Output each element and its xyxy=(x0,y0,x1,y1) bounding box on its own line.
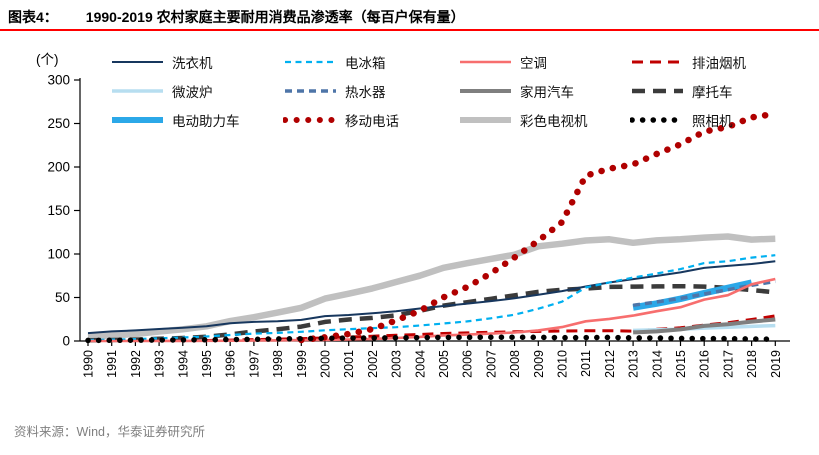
legend-marker xyxy=(112,88,163,93)
legend-item-4: 微波炉 xyxy=(110,81,283,101)
legend-label: 摩托车 xyxy=(692,84,733,100)
legend-label: 电动助力车 xyxy=(172,113,240,129)
svg-text:50: 50 xyxy=(55,290,70,305)
legend-item-8: 电动助力车 xyxy=(110,110,283,130)
legend-marker xyxy=(460,88,511,93)
y-axis-labels: 0 50 100 150 200 250 300 (个) xyxy=(36,52,70,349)
svg-text:2007: 2007 xyxy=(484,350,498,378)
title-underline xyxy=(0,29,819,31)
figure-label: 图表4： xyxy=(8,9,58,25)
svg-text:1998: 1998 xyxy=(271,350,285,378)
svg-text:2006: 2006 xyxy=(461,350,475,378)
legend-label: 彩色电视机 xyxy=(520,113,588,129)
svg-text:2005: 2005 xyxy=(437,350,451,378)
legend-item-0: 洗衣机 xyxy=(110,52,283,72)
svg-text:1990: 1990 xyxy=(82,350,96,378)
svg-text:100: 100 xyxy=(47,247,70,262)
legend-marker xyxy=(460,116,511,123)
legend-item-3: 排油烟机 xyxy=(630,52,810,72)
svg-text:1996: 1996 xyxy=(224,350,238,378)
legend-item-11: 照相机 xyxy=(630,110,810,130)
svg-text:2017: 2017 xyxy=(721,350,735,378)
legend-marker xyxy=(285,88,336,93)
svg-text:1991: 1991 xyxy=(105,350,119,378)
series-line-10 xyxy=(87,233,776,341)
legend-marker xyxy=(283,116,338,123)
series-line-1 xyxy=(87,254,776,342)
svg-text:2014: 2014 xyxy=(650,350,664,378)
svg-text:2018: 2018 xyxy=(745,350,759,378)
legend-item-6: 家用汽车 xyxy=(458,81,630,101)
legend-marker xyxy=(632,60,683,63)
legend-label: 家用汽车 xyxy=(520,84,574,100)
svg-text:2010: 2010 xyxy=(556,350,570,378)
source-note: 资料来源：Wind，华泰证券研究所 xyxy=(14,425,205,439)
svg-text:1997: 1997 xyxy=(247,350,261,378)
x-axis-labels: 1990 1991 1992 1993 1994 1995 1996 1997 1998 1999… xyxy=(82,350,783,378)
svg-text:1995: 1995 xyxy=(200,350,214,378)
series-line-0 xyxy=(87,260,776,335)
series-line-9 xyxy=(298,110,779,344)
legend-item-7: 摩托车 xyxy=(630,81,810,101)
legend-marker xyxy=(112,116,163,123)
series-line-6 xyxy=(633,317,776,335)
svg-text:2003: 2003 xyxy=(390,350,404,378)
svg-text:1992: 1992 xyxy=(129,350,143,378)
legend-marker xyxy=(630,116,685,123)
legend-label: 洗衣机 xyxy=(172,55,213,71)
svg-text:2012: 2012 xyxy=(603,350,617,378)
legend-item-9: 移动电话 xyxy=(283,110,458,130)
y-axis-unit-label: (个) xyxy=(36,52,59,67)
legend-label: 热水器 xyxy=(345,84,386,100)
chart-legend: 洗衣机 电冰箱 空调 排油烟机微波炉 热水器 家用汽车 摩托车电动助力车 移动电话 彩色电视机 照… xyxy=(110,47,810,134)
series-line-11 xyxy=(85,334,779,344)
svg-text:2002: 2002 xyxy=(366,350,380,378)
svg-text:2008: 2008 xyxy=(508,350,522,378)
legend-label: 移动电话 xyxy=(345,113,399,129)
legend-marker xyxy=(460,60,511,63)
svg-text:150: 150 xyxy=(47,203,70,218)
legend-marker xyxy=(285,60,336,63)
figure-title-row: 图表4： 1990-2019 农村家庭主要耐用消费品渗透率（每百户保有量） xyxy=(8,7,465,27)
page-title: 1990-2019 农村家庭主要耐用消费品渗透率（每百户保有量） xyxy=(85,9,465,25)
svg-text:2013: 2013 xyxy=(627,350,641,378)
legend-label: 排油烟机 xyxy=(692,55,746,71)
svg-text:2015: 2015 xyxy=(674,350,688,378)
svg-text:250: 250 xyxy=(47,116,70,131)
legend-item-1: 电冰箱 xyxy=(283,52,458,72)
svg-text:2000: 2000 xyxy=(319,350,333,378)
svg-text:2004: 2004 xyxy=(413,350,427,378)
svg-text:2019: 2019 xyxy=(769,350,783,378)
legend-marker xyxy=(632,88,683,93)
legend-label: 电冰箱 xyxy=(345,55,386,71)
legend-item-10: 彩色电视机 xyxy=(458,110,630,130)
legend-label: 微波炉 xyxy=(172,84,213,100)
svg-text:2009: 2009 xyxy=(532,350,546,378)
legend-item-2: 空调 xyxy=(458,52,630,72)
svg-text:300: 300 xyxy=(47,73,70,88)
legend-label: 照相机 xyxy=(692,113,733,129)
svg-text:1993: 1993 xyxy=(153,350,167,378)
legend-marker xyxy=(112,60,163,63)
legend-item-5: 热水器 xyxy=(283,81,458,101)
svg-text:1999: 1999 xyxy=(295,350,309,378)
svg-text:1994: 1994 xyxy=(176,350,190,378)
svg-text:200: 200 xyxy=(47,160,70,175)
series-line-8 xyxy=(632,279,753,311)
svg-text:2011: 2011 xyxy=(579,350,593,377)
svg-text:2016: 2016 xyxy=(698,350,712,378)
svg-text:2001: 2001 xyxy=(342,350,356,378)
legend-label: 空调 xyxy=(520,55,547,71)
svg-text:0: 0 xyxy=(62,334,70,349)
